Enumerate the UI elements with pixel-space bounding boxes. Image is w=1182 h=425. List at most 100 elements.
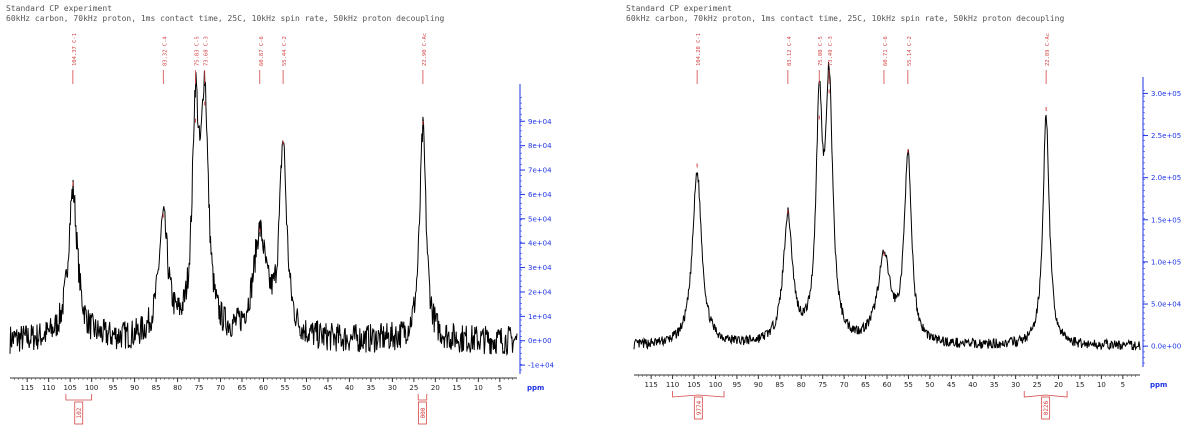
integral-box	[418, 401, 427, 425]
integral-bracket	[417, 394, 428, 401]
x-tick-label: 50	[302, 384, 311, 392]
x-tick-label: 80	[797, 381, 806, 389]
nmr-spectrum-chart-right: 104.28 C-1 83.12 C-4 75.80 C-5 73.49 C-3 60.…	[633, 33, 1182, 420]
y-tick-label: 8e+04	[528, 142, 552, 150]
peak-label: 73.49 C-3	[828, 36, 834, 66]
peak-label: 83.12 C-4	[787, 36, 793, 66]
integral-bracket	[672, 391, 725, 398]
experiment-title: Standard CP experiment	[626, 4, 732, 13]
x-tick-label: 105	[63, 384, 76, 392]
y-tick-label: 0.0e+00	[1151, 343, 1181, 351]
x-tick-label: 85	[775, 381, 784, 389]
x-tick-label: 115	[20, 384, 33, 392]
x-tick-label: 95	[732, 381, 741, 389]
experiment-parameters: 60kHz carbon, 70kHz proton, 1ms contact …	[6, 14, 445, 23]
peak-label: 73.68 C-3	[204, 36, 210, 66]
x-tick-label: 80	[173, 384, 182, 392]
y-tick-label: 1.0e+05	[1151, 258, 1181, 266]
x-tick-label: 100	[709, 381, 722, 389]
integral-value: 9774	[696, 400, 703, 415]
x-tick-label: 110	[666, 381, 679, 389]
x-tick-label: 15	[1076, 381, 1085, 389]
x-tick-label: 95	[109, 384, 118, 392]
x-tick-label: 70	[840, 381, 849, 389]
integral-value: 000	[420, 407, 427, 418]
spectrum-panel-right: Standard CP experiment 60kHz carbon, 70k…	[620, 0, 1182, 425]
x-tick-label: 90	[130, 384, 139, 392]
integral-bracket	[1023, 391, 1068, 398]
x-tick-label: 35	[990, 381, 999, 389]
integral-bracket	[65, 394, 93, 401]
x-axis-label: ppm	[527, 384, 544, 392]
spectrum-trace	[633, 62, 1141, 351]
x-tick-label: 75	[818, 381, 827, 389]
x-tick-label: 60	[883, 381, 892, 389]
x-tick-label: 10	[1097, 381, 1106, 389]
x-tick-label: 5	[1121, 381, 1125, 389]
spectrum-panel-left: Standard CP experiment 60kHz carbon, 70k…	[0, 0, 560, 425]
integral-box	[693, 396, 703, 420]
peak-label: 22.89 C-Ac	[1045, 33, 1051, 66]
x-axis-label: ppm	[1150, 381, 1167, 389]
peak-label: 22.90 C-Ac	[422, 33, 428, 66]
peak-label: 60.87 C-6	[259, 36, 265, 66]
y-tick-label: 3.0e+05	[1151, 90, 1181, 98]
peak-label: 75.83 C-5	[194, 36, 200, 66]
x-tick-label: 65	[861, 381, 870, 389]
x-tick-label: 15	[452, 384, 461, 392]
integral-box	[74, 401, 84, 425]
peak-label: 60.71 C-6	[883, 36, 889, 66]
x-tick-label: 45	[947, 381, 956, 389]
integral-value: 0226	[1043, 400, 1050, 415]
x-tick-label: 110	[42, 384, 55, 392]
peak-label: 104.37 C-1	[72, 33, 78, 66]
spectrum-trace	[9, 70, 518, 357]
x-tick-label: 65	[238, 384, 247, 392]
y-tick-label: 6e+04	[528, 191, 552, 199]
y-tick-label: 2e+04	[528, 288, 552, 296]
x-tick-label: 70	[216, 384, 225, 392]
y-tick-label: 4e+04	[528, 240, 552, 248]
y-tick-label: 5.0e+04	[1151, 301, 1182, 309]
x-tick-label: 75	[195, 384, 204, 392]
x-tick-label: 30	[388, 384, 397, 392]
experiment-parameters: 60kHz carbon, 70kHz proton, 1ms contact …	[626, 14, 1065, 23]
experiment-title: Standard CP experiment	[6, 4, 112, 13]
x-tick-label: 55	[281, 384, 290, 392]
y-tick-label: 1e+04	[528, 313, 552, 321]
x-tick-label: 30	[1011, 381, 1020, 389]
peak-label: 104.28 C-1	[696, 33, 702, 66]
x-tick-label: 60	[259, 384, 268, 392]
x-tick-label: 90	[754, 381, 763, 389]
y-tick-label: 2.0e+05	[1151, 174, 1181, 182]
x-tick-label: 50	[925, 381, 934, 389]
x-tick-label: 40	[968, 381, 977, 389]
y-tick-label: 5e+04	[528, 215, 552, 223]
x-tick-label: 45	[323, 384, 332, 392]
y-tick-label: 2.5e+05	[1151, 132, 1181, 140]
y-tick-label: 0e+00	[528, 337, 552, 345]
peak-label: 55.14 C-2	[907, 36, 913, 66]
peak-label: 83.32 C-4	[162, 36, 168, 66]
x-tick-label: 20	[1054, 381, 1063, 389]
x-tick-label: 55	[904, 381, 913, 389]
y-tick-label: 1.5e+05	[1151, 216, 1181, 224]
x-tick-label: 85	[152, 384, 161, 392]
y-tick-label: 3e+04	[528, 264, 552, 272]
x-tick-label: 20	[431, 384, 440, 392]
x-tick-label: 40	[345, 384, 354, 392]
x-tick-label: 5	[498, 384, 502, 392]
nmr-spectrum-chart-left: 104.37 C-1 83.32 C-4 75.83 C-5 73.68 C-3 60.…	[9, 33, 555, 425]
integral-value: 102	[76, 407, 83, 418]
x-tick-label: 115	[644, 381, 657, 389]
x-tick-label: 10	[474, 384, 483, 392]
x-tick-label: 105	[687, 381, 700, 389]
peak-label: 55.44 C-2	[282, 36, 288, 66]
y-tick-label: 9e+04	[528, 118, 552, 126]
x-tick-label: 35	[366, 384, 375, 392]
peak-label: 75.80 C-5	[818, 36, 824, 66]
x-tick-label: 100	[85, 384, 98, 392]
y-tick-label: -1e+04	[528, 362, 555, 370]
x-tick-label: 25	[409, 384, 418, 392]
integral-box	[1041, 396, 1051, 420]
